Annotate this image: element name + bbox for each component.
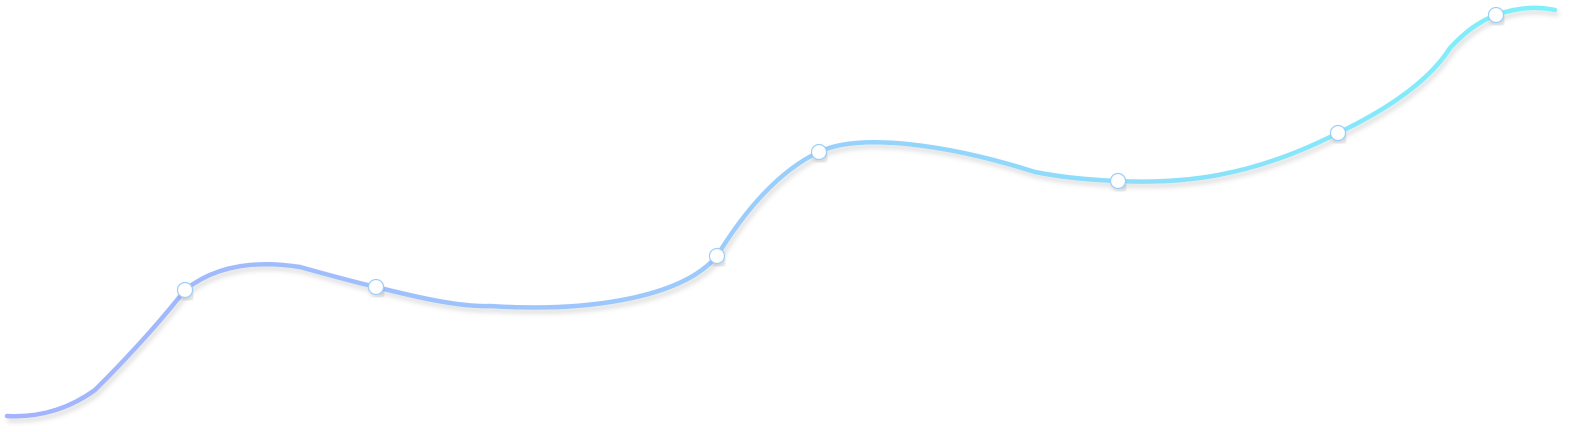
curve-marker [367, 278, 385, 296]
curve-markers [176, 6, 1505, 299]
curve-marker [810, 143, 828, 161]
curve-marker [1487, 6, 1505, 24]
curve-marker [1329, 124, 1347, 142]
curve-marker [176, 281, 194, 299]
curve-marker [1109, 172, 1127, 190]
curve-line [4, 5, 1558, 419]
curve-marker [708, 247, 726, 265]
